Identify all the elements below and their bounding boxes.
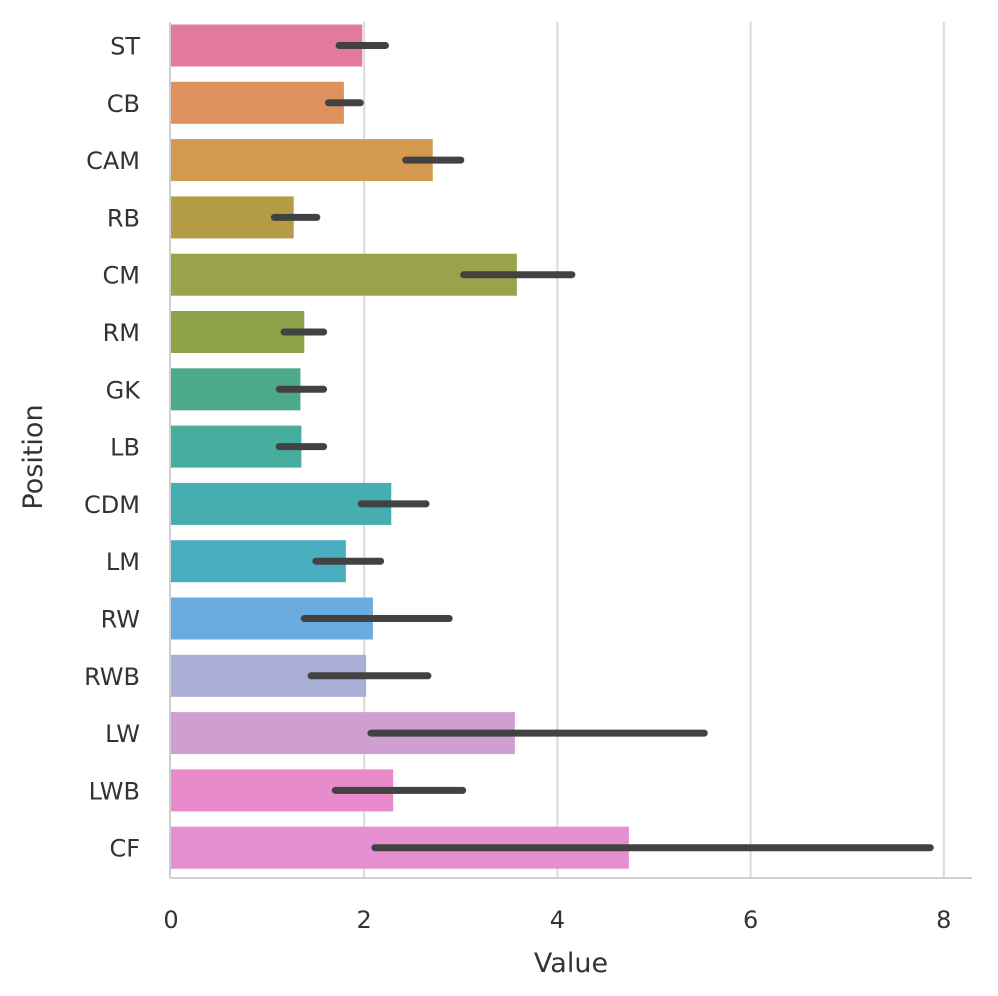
y-tick-label-cf: CF: [109, 835, 140, 863]
y-tick-label-rw: RW: [101, 606, 140, 634]
y-tick-label-st: ST: [110, 33, 140, 61]
x-tick-label-0: 0: [163, 906, 178, 934]
x-tick-label-1: 2: [357, 906, 372, 934]
y-tick-label-cdm: CDM: [84, 491, 140, 519]
y-tick-label-cb: CB: [107, 90, 140, 118]
bar-cam: [171, 139, 433, 182]
bar-st: [171, 24, 363, 67]
y-tick-label-gk: GK: [106, 376, 142, 404]
bar-cb: [171, 81, 344, 124]
y-tick-label-rm: RM: [103, 319, 140, 347]
y-tick-label-cam: CAM: [86, 147, 140, 175]
x-tick-labels: 0 2 4 6 8: [163, 906, 951, 934]
y-tick-label-lwb: LWB: [89, 777, 140, 805]
y-tick-label-lm: LM: [106, 548, 140, 576]
x-tick-label-4: 8: [936, 906, 951, 934]
y-tick-label-rwb: RWB: [84, 663, 140, 691]
x-tick-label-2: 4: [550, 906, 565, 934]
y-tick-label-lb: LB: [110, 434, 140, 462]
y-tick-labels: ST CB CAM RB CM RM GK LB CDM LM RW RWB LW LWB CF: [84, 33, 141, 863]
y-axis-title: Position: [18, 404, 49, 509]
bar-cdm: [171, 482, 392, 525]
y-tick-label-rb: RB: [107, 204, 140, 232]
y-tick-label-lw: LW: [105, 720, 140, 748]
x-tick-label-3: 6: [743, 906, 758, 934]
bar-cm: [171, 253, 517, 296]
error-bars: [270, 42, 934, 852]
bars: [171, 24, 629, 869]
axes: [169, 22, 972, 879]
x-axis-title: Value: [534, 948, 608, 979]
y-tick-label-cm: CM: [103, 262, 140, 290]
